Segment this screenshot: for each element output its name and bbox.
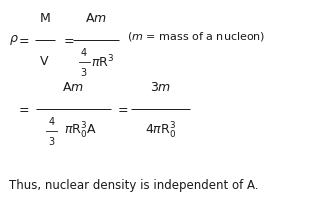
Text: $\mathrm{A}m$: $\mathrm{A}m$: [62, 81, 84, 94]
Text: $\mathrm{M}$: $\mathrm{M}$: [39, 12, 50, 25]
Text: $\pi \mathrm{R}_0^3\mathrm{A}$: $\pi \mathrm{R}_0^3\mathrm{A}$: [64, 121, 96, 141]
Text: ($m$ = mass of a nucleon): ($m$ = mass of a nucleon): [128, 30, 266, 43]
Text: $\pi \mathrm{R}^3$: $\pi \mathrm{R}^3$: [91, 53, 114, 70]
Text: $3$: $3$: [48, 135, 55, 147]
Text: $4$: $4$: [48, 115, 55, 127]
Text: $\mathrm{A}m$: $\mathrm{A}m$: [85, 12, 107, 25]
Text: $=$: $=$: [60, 33, 74, 46]
Text: $4\pi \mathrm{R}_0^3$: $4\pi \mathrm{R}_0^3$: [145, 121, 177, 141]
Text: $4$: $4$: [80, 46, 88, 58]
Text: $3$: $3$: [80, 67, 88, 78]
Text: $=$: $=$: [115, 102, 128, 115]
Text: $\rho$: $\rho$: [9, 33, 19, 47]
Text: $\mathrm{V}$: $\mathrm{V}$: [40, 55, 50, 68]
Text: $=$: $=$: [16, 102, 30, 115]
Text: $=$: $=$: [16, 33, 30, 46]
Text: Thus, nuclear density is independent of A.: Thus, nuclear density is independent of …: [9, 179, 259, 192]
Text: $3m$: $3m$: [150, 81, 171, 94]
